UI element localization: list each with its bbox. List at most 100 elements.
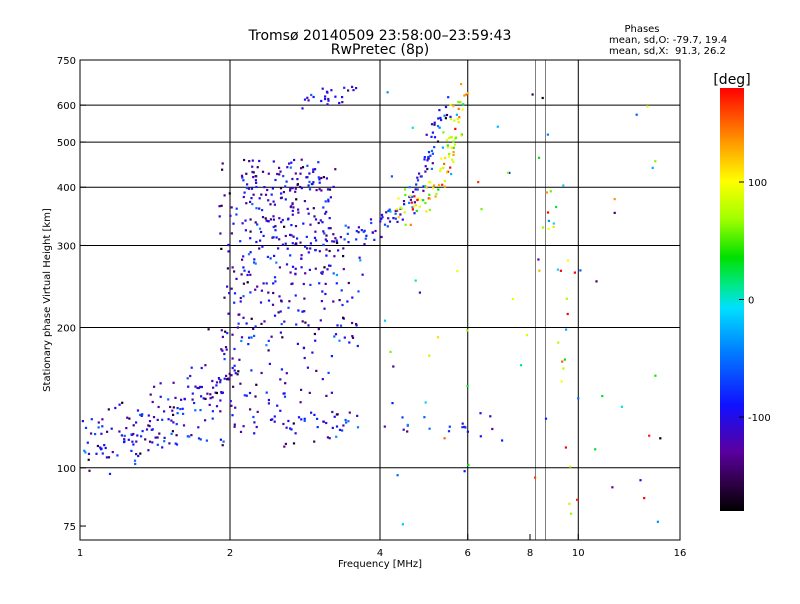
data-point xyxy=(272,215,275,218)
data-point xyxy=(224,330,227,333)
data-point xyxy=(233,425,236,428)
data-point xyxy=(277,247,280,250)
data-point xyxy=(269,218,272,221)
data-point xyxy=(245,394,248,397)
chart-title-group: Tromsø 20140509 23:58:00–23:59:43 RwPret… xyxy=(248,28,512,58)
data-point xyxy=(433,136,437,139)
data-point xyxy=(284,198,287,201)
data-point xyxy=(303,419,306,422)
data-point xyxy=(595,280,598,283)
data-point xyxy=(327,198,330,201)
data-point xyxy=(314,249,317,252)
data-point xyxy=(462,103,465,106)
data-point xyxy=(416,198,419,202)
data-point xyxy=(348,341,351,344)
data-point xyxy=(292,422,295,425)
data-point xyxy=(357,231,360,234)
data-point xyxy=(339,324,343,327)
data-point xyxy=(254,175,257,178)
data-point xyxy=(309,223,312,226)
data-point xyxy=(309,283,312,286)
data-point xyxy=(440,118,443,122)
data-point xyxy=(103,444,106,447)
data-point xyxy=(238,313,241,316)
data-point xyxy=(466,430,469,433)
data-point xyxy=(274,178,277,182)
data-point xyxy=(422,189,425,192)
data-point xyxy=(264,217,267,220)
data-point xyxy=(424,170,427,173)
data-point xyxy=(261,209,264,212)
data-point xyxy=(436,125,440,128)
data-point xyxy=(221,335,224,338)
data-point xyxy=(274,225,277,228)
data-point xyxy=(272,225,275,229)
data-point xyxy=(303,356,306,360)
data-point xyxy=(343,86,346,89)
data-point xyxy=(260,322,263,325)
data-point xyxy=(281,218,284,222)
data-point xyxy=(219,232,222,235)
data-point xyxy=(301,107,304,110)
data-point xyxy=(140,435,143,438)
data-point xyxy=(252,171,255,174)
data-point xyxy=(402,428,405,431)
data-point xyxy=(182,412,185,415)
data-point xyxy=(342,316,345,319)
data-point xyxy=(291,187,294,190)
data-point xyxy=(161,418,164,421)
data-point xyxy=(333,335,336,338)
data-point xyxy=(242,266,245,269)
data-point xyxy=(427,155,430,159)
data-point xyxy=(181,407,184,410)
data-point xyxy=(336,324,339,327)
data-point xyxy=(170,419,173,422)
data-point xyxy=(260,193,263,196)
data-point xyxy=(579,269,582,272)
data-point xyxy=(239,300,242,303)
data-point xyxy=(236,373,239,376)
data-point xyxy=(656,520,659,523)
data-point xyxy=(247,187,251,190)
data-point xyxy=(394,217,397,220)
data-point xyxy=(289,233,292,236)
data-point xyxy=(325,177,328,180)
data-point xyxy=(427,151,431,154)
data-point xyxy=(88,469,91,472)
data-point xyxy=(249,273,252,276)
data-point xyxy=(620,405,623,408)
data-point xyxy=(198,386,201,390)
data-point xyxy=(249,200,252,203)
data-point xyxy=(176,412,179,415)
data-point xyxy=(613,198,616,201)
data-point xyxy=(452,153,455,156)
data-point xyxy=(255,425,258,429)
data-point xyxy=(408,201,411,204)
data-point xyxy=(501,439,504,442)
data-point xyxy=(272,218,275,221)
data-point xyxy=(259,239,262,242)
data-point xyxy=(197,437,201,440)
data-point xyxy=(188,435,191,438)
data-point xyxy=(285,263,289,266)
data-point xyxy=(252,176,255,179)
data-point xyxy=(329,264,332,267)
data-point xyxy=(234,406,237,409)
data-point xyxy=(111,451,114,454)
data-point xyxy=(347,420,350,423)
data-point xyxy=(328,437,331,440)
data-point xyxy=(291,213,294,216)
data-point xyxy=(172,406,175,409)
data-point xyxy=(247,270,250,273)
data-point xyxy=(325,90,329,93)
data-point xyxy=(147,449,150,452)
data-point xyxy=(269,257,272,260)
data-point xyxy=(174,442,177,445)
data-point xyxy=(260,289,263,292)
data-point xyxy=(424,165,427,168)
x-tick-label: 6 xyxy=(465,548,471,559)
data-point xyxy=(314,168,317,171)
data-point xyxy=(426,159,429,162)
data-point xyxy=(409,198,412,201)
data-point xyxy=(254,288,257,291)
